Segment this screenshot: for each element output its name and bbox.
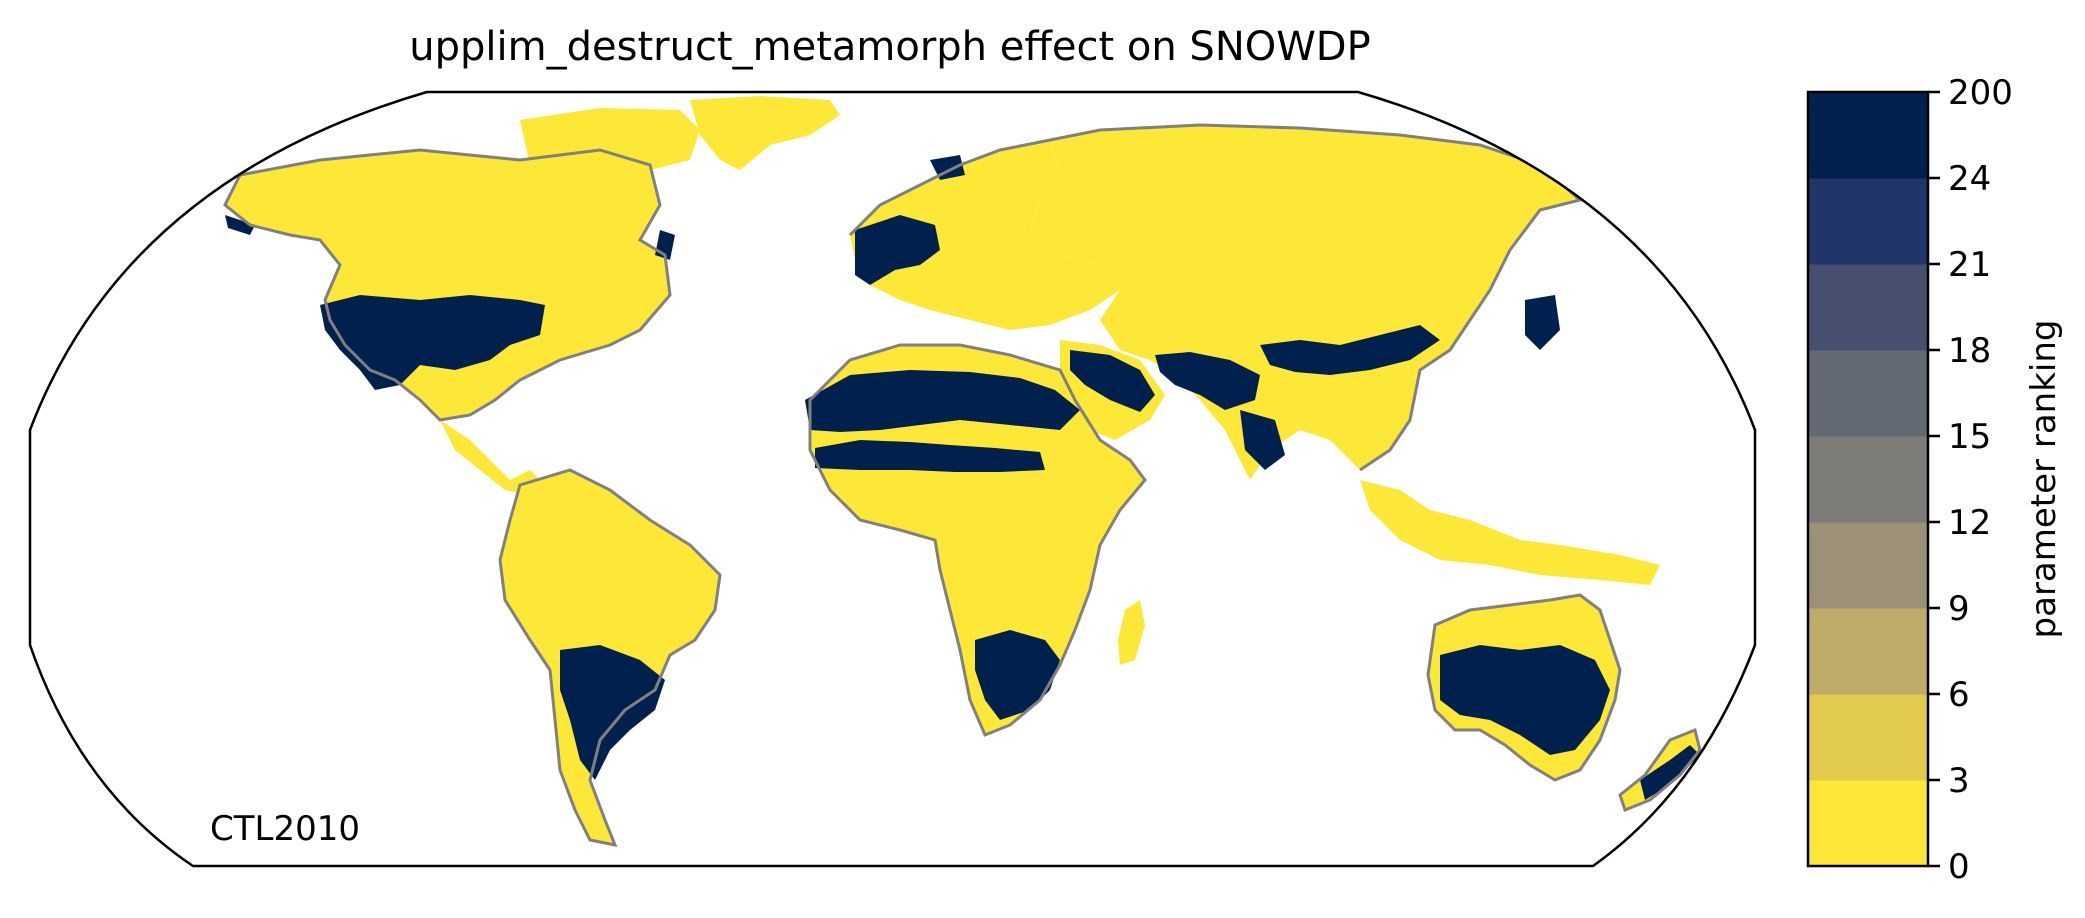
land-layer [223, 96, 1702, 848]
colorbar-tick-label: 200 [1948, 73, 2013, 113]
colorbar-tick-label: 9 [1948, 589, 1970, 629]
colorbar-ticks: 0 3 6 9 12 15 18 21 24 200 [1928, 73, 2013, 887]
colorbar-tick-label: 12 [1948, 503, 1991, 543]
colorbar-frame [1806, 90, 1930, 868]
colorbar-block [1808, 780, 1928, 867]
run-label: CTL2010 [210, 809, 360, 849]
colorbar-block [1808, 436, 1928, 523]
high-ranking-regions [225, 155, 1700, 800]
colorbar-block [1808, 178, 1928, 265]
colorbar-block [1808, 608, 1928, 695]
world-map: CTL2010 [28, 90, 1757, 868]
land-asia [1000, 125, 1580, 480]
globe-outline [28, 90, 1757, 868]
land-central-america [440, 420, 545, 495]
land-canada-islands [520, 108, 700, 175]
colorbar-block [1808, 350, 1928, 437]
land-north-america [225, 150, 670, 420]
colorbar-label: parameter ranking [2024, 320, 2064, 639]
land-se-asia-islands [1360, 480, 1660, 585]
land-madagascar [1118, 600, 1145, 665]
colorbar-block [1808, 92, 1928, 179]
colorbar-tick-label: 15 [1948, 417, 1991, 457]
colorbar-block [1808, 264, 1928, 351]
colorbar-block [1808, 522, 1928, 609]
colorbar-block [1808, 694, 1928, 781]
colorbar-tick-label: 21 [1948, 245, 1991, 285]
colorbar-tick-label: 3 [1948, 761, 1970, 801]
map-title: upplim_destruct_metamorph effect on SNOW… [409, 24, 1371, 70]
colorbar-tick-label: 18 [1948, 331, 1991, 371]
colorbar-tick-label: 24 [1948, 159, 1991, 199]
colorbar-blocks [1808, 92, 1928, 867]
colorbar-tick-label: 0 [1948, 847, 1970, 887]
colorbar-tick-label: 6 [1948, 675, 1970, 715]
land-greenland-fragment [690, 96, 840, 170]
